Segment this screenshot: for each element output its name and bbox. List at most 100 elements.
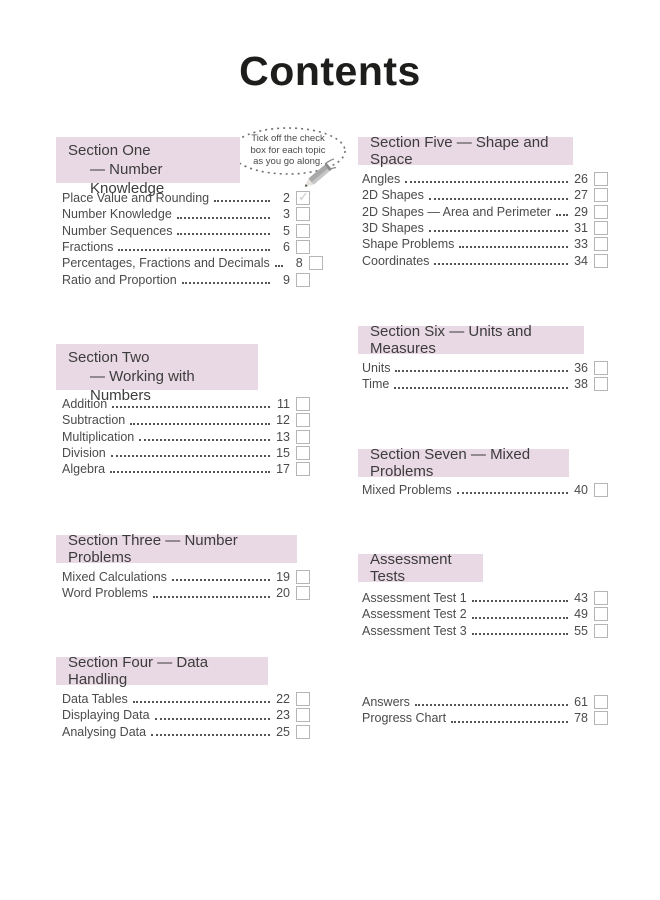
toc-page-number: 29 xyxy=(574,204,588,219)
toc-page-number: 26 xyxy=(574,172,588,187)
toc-item-label: Number Sequences xyxy=(62,223,173,238)
toc-item-label: Analysing Data xyxy=(62,724,147,739)
dotted-leader xyxy=(110,455,270,458)
topic-checkbox[interactable] xyxy=(308,256,323,271)
topic-checkbox[interactable] xyxy=(594,253,608,268)
topic-checkbox[interactable] xyxy=(296,570,310,585)
topic-checkbox[interactable] xyxy=(296,223,310,238)
toc-page-number: 36 xyxy=(574,361,588,376)
dotted-leader xyxy=(405,181,568,184)
topic-checkbox[interactable] xyxy=(594,237,608,252)
toc-page-number: 12 xyxy=(276,413,290,428)
toc-row: Division 15 xyxy=(62,445,310,461)
dotted-leader xyxy=(110,471,270,474)
toc-item-label: Subtraction xyxy=(62,413,126,428)
toc-page-number: 55 xyxy=(574,623,588,638)
answers-items: Answers 61 Progress Chart 78 xyxy=(362,694,608,727)
dotted-leader xyxy=(434,262,568,265)
topic-checkbox[interactable] xyxy=(296,207,310,222)
section-two-items: Addition 11 Subtraction 12 Multiplication 1… xyxy=(62,396,310,477)
toc-row: Assessment Test 3 55 xyxy=(362,623,608,639)
section-title-line1: Section One xyxy=(68,142,151,159)
dotted-leader xyxy=(456,492,568,495)
topic-checkbox[interactable] xyxy=(594,188,608,203)
toc-item-label: Units xyxy=(362,361,391,376)
note-line-2: box for each topic xyxy=(250,144,326,156)
toc-item-label: Addition xyxy=(62,397,108,412)
toc-page-number: 9 xyxy=(283,272,290,287)
topic-checkbox[interactable] xyxy=(594,483,608,498)
topic-checkbox[interactable] xyxy=(594,221,608,236)
toc-page-number: 38 xyxy=(574,377,588,392)
starburst-border-icon xyxy=(230,127,346,175)
dotted-leader xyxy=(471,616,568,619)
topic-checkbox[interactable] xyxy=(296,708,310,723)
topic-checkbox[interactable] xyxy=(594,204,608,219)
toc-page-number: 19 xyxy=(276,570,290,585)
toc-row: Mixed Calculations 19 xyxy=(62,569,310,585)
toc-item-label: Progress Chart xyxy=(362,711,447,726)
topic-checkbox[interactable] xyxy=(594,361,608,376)
toc-item-label: Angles xyxy=(362,172,401,187)
toc-page-number: 78 xyxy=(574,711,588,726)
topic-checkbox[interactable] xyxy=(296,413,310,428)
toc-row: Number Knowledge 3 xyxy=(62,206,310,222)
topic-checkbox[interactable] xyxy=(296,189,310,206)
dotted-leader xyxy=(176,216,270,219)
section-seven-header: Section Seven — Mixed Problems xyxy=(358,446,569,480)
toc-row: Subtraction 12 xyxy=(62,412,310,428)
dotted-leader xyxy=(177,232,270,235)
toc-item-label: 2D Shapes xyxy=(362,188,424,203)
section-seven-items: Mixed Problems 40 xyxy=(362,482,608,498)
topic-checkbox[interactable] xyxy=(594,377,608,392)
section-title: Assessment Tests xyxy=(370,551,452,585)
pencil-icon xyxy=(304,158,337,187)
topic-checkbox[interactable] xyxy=(594,172,608,187)
section-title: Section Seven — Mixed Problems xyxy=(370,446,531,480)
toc-row: Addition 11 xyxy=(62,396,310,412)
topic-checkbox[interactable] xyxy=(296,586,310,601)
toc-row: Mixed Problems 40 xyxy=(362,482,608,498)
toc-row: 2D Shapes 27 xyxy=(362,187,608,203)
toc-page-number: 22 xyxy=(276,692,290,707)
toc-page-number: 27 xyxy=(574,188,588,203)
toc-page-number: 13 xyxy=(276,429,290,444)
toc-page-number: 2 xyxy=(283,191,290,206)
toc-row: Progress Chart 78 xyxy=(362,710,608,726)
topic-checkbox[interactable] xyxy=(296,446,310,461)
topic-checkbox[interactable] xyxy=(296,692,310,707)
topic-checkbox[interactable] xyxy=(296,462,310,477)
topic-checkbox[interactable] xyxy=(296,240,310,255)
toc-row: Place Value and Rounding 2 xyxy=(62,189,310,206)
dotted-leader xyxy=(118,249,270,252)
dotted-leader xyxy=(214,200,270,203)
topic-checkbox[interactable] xyxy=(594,623,608,638)
dotted-leader xyxy=(112,406,270,409)
toc-row: Time 38 xyxy=(362,376,608,392)
toc-item-label: Answers xyxy=(362,695,410,710)
toc-item-label: Multiplication xyxy=(62,429,135,444)
dotted-leader xyxy=(139,438,270,441)
toc-page-number: 8 xyxy=(295,256,303,271)
topic-checkbox[interactable] xyxy=(594,591,608,606)
topic-checkbox[interactable] xyxy=(296,429,310,444)
topic-checkbox[interactable] xyxy=(296,724,310,739)
topic-checkbox[interactable] xyxy=(296,272,310,287)
topic-checkbox[interactable] xyxy=(594,711,608,726)
toc-page-number: 33 xyxy=(574,237,588,252)
toc-page-number: 23 xyxy=(276,708,290,723)
toc-row: Coordinates 34 xyxy=(362,252,608,268)
assessment-tests-header: Assessment Tests xyxy=(358,551,483,585)
toc-page-number: 25 xyxy=(276,724,290,739)
toc-item-label: Percentages, Fractions and Decimals xyxy=(62,256,270,271)
topic-checkbox[interactable] xyxy=(296,397,310,412)
toc-page-number: 5 xyxy=(283,223,290,238)
topic-checkbox[interactable] xyxy=(594,695,608,710)
toc-row: Displaying Data 23 xyxy=(62,707,310,723)
topic-checkbox[interactable] xyxy=(594,607,608,622)
section-title: Section Three — Number Problems xyxy=(68,532,238,566)
dotted-leader xyxy=(556,213,568,216)
page-title: Contents xyxy=(239,48,421,94)
dotted-leader xyxy=(471,600,568,603)
toc-item-label: Shape Problems xyxy=(362,237,455,252)
